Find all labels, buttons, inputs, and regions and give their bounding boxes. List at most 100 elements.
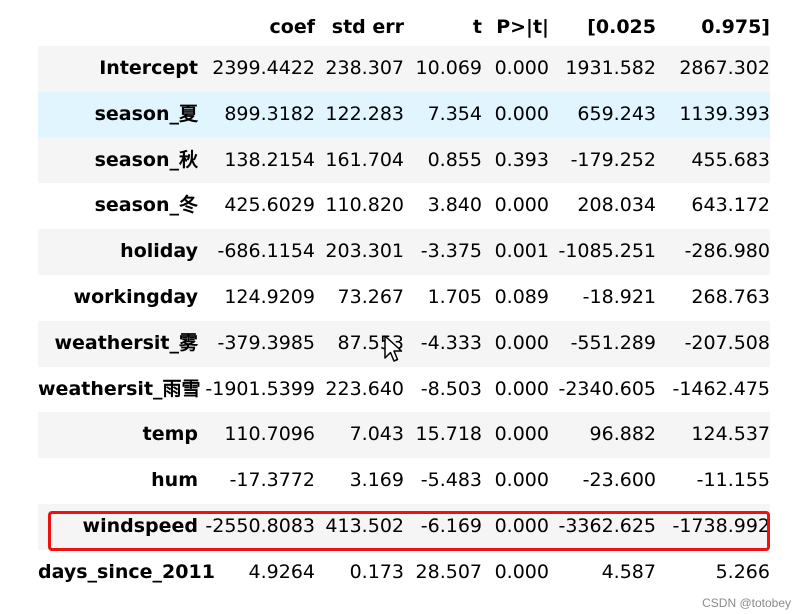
cell-coef: 138.2154 [224,148,315,171]
cell-p: 0.000 [494,560,549,583]
table-row: weathersit_雨雪 -1901.5399 223.640 -8.503 0.00… [38,366,770,413]
cell-t: 0.855 [427,148,482,171]
cell-std-err: 7.043 [349,423,404,446]
cell-p: 0.000 [494,194,549,217]
cell-p: 0.089 [494,285,549,308]
cell-std-err: 413.502 [325,514,404,537]
table-row: weathersit_雾 -379.3985 87.553 -4.333 0.000 -5… [38,320,770,367]
cell-coef: 2399.4422 [212,57,315,79]
row-label: weathersit_雨雪 [38,377,201,400]
cell-std-err: 203.301 [325,240,404,263]
cell-coef: 899.3182 [224,102,315,125]
header-cell-p-value: P>|t| [496,16,549,38]
row-label: season_夏 [94,102,198,125]
header-cell-t: t [472,16,482,38]
cell-p: 0.000 [494,102,549,125]
cell-ci-low: -23.600 [582,469,656,492]
cell-ci-low: -18.921 [582,285,656,308]
table-row: holiday -686.1154 203.301 -3.375 0.001 -1085.… [38,229,770,275]
row-label: season_冬 [94,194,198,217]
table-header: coef std err t P>|t| [0.025 0.975] [38,8,770,46]
cell-ci-high: 455.683 [691,148,770,171]
cell-ci-high: -11.155 [696,469,770,492]
cell-ci-high: 1139.393 [679,102,770,125]
cell-ci-low: 1931.582 [565,57,656,79]
cell-p: 0.000 [494,57,549,79]
cell-ci-high: -207.508 [684,331,770,354]
table-body: Intercept 2399.4422 238.307 10.069 0.000 1931… [38,46,770,596]
cell-p: 0.000 [494,377,549,400]
cell-ci-high: 268.763 [691,285,770,308]
cell-p: 0.000 [494,514,549,537]
cell-std-err: 73.267 [337,285,404,308]
cell-t: -4.333 [420,331,482,354]
cell-t: -3.375 [420,240,482,263]
cell-p: 0.001 [494,240,549,263]
cell-std-err: 238.307 [325,57,404,79]
row-label: windspeed [82,514,198,537]
cell-p: 0.393 [494,148,549,171]
cell-coef: -2550.8083 [205,514,315,537]
row-label: holiday [120,240,198,263]
cell-ci-high: -1462.475 [672,377,770,400]
cell-p: 0.000 [494,423,549,446]
cell-ci-high: 2867.302 [679,57,770,79]
cell-ci-low: -3362.625 [558,514,656,537]
cell-t: 7.354 [427,102,482,125]
cell-t: 28.507 [415,560,482,583]
cell-ci-low: -179.252 [570,148,656,171]
table-row: season_秋 138.2154 161.704 0.855 0.393 -179.25… [38,137,770,184]
cell-coef: 124.9209 [224,285,315,308]
cell-std-err: 122.283 [325,102,404,125]
row-label: days_since_2011 [38,560,215,583]
cell-ci-high: 124.537 [691,423,770,446]
cell-t: -6.169 [420,514,482,537]
cell-ci-high: 643.172 [691,194,770,217]
row-label: weathersit_雾 [54,331,198,354]
cell-ci-low: 96.882 [589,423,656,446]
cell-coef: 110.7096 [224,423,315,446]
cell-std-err: 223.640 [325,377,404,400]
cell-coef: 4.9264 [248,560,315,583]
cell-coef: -17.3772 [229,469,315,492]
table-row: Intercept 2399.4422 238.307 10.069 0.000 1931… [38,46,770,92]
header-cell-index [38,8,198,46]
arrow-pointer-icon [384,335,403,362]
cell-ci-high: -286.980 [684,240,770,263]
table-row: days_since_2011 4.9264 0.173 28.507 0.000 4.5… [38,549,770,596]
regression-summary-table: coef std err t P>|t| [0.025 0.975] Inter… [38,8,770,596]
header-cell-coef: coef [269,16,315,38]
cell-t: 10.069 [415,57,482,79]
table-row: temp 110.7096 7.043 15.718 0.000 96.882 124.53… [38,412,770,459]
cell-p: 0.000 [494,469,549,492]
cell-ci-low: 208.034 [577,194,656,217]
cell-ci-low: -2340.605 [558,377,656,400]
cell-ci-low: -1085.251 [558,240,656,263]
cell-std-err: 161.704 [325,148,404,171]
cell-ci-high: -1738.992 [672,514,770,537]
header-cell-ci-high: 0.975] [701,16,770,38]
header-cell-std-err: std err [331,16,404,38]
header-row: coef std err t P>|t| [0.025 0.975] [38,8,770,46]
cell-std-err: 0.173 [349,560,404,583]
table-row: season_夏 899.3182 122.283 7.354 0.000 659.243… [38,91,770,138]
table-row: windspeed -2550.8083 413.502 -6.169 0.000 -33… [38,503,770,550]
cell-coef: -1901.5399 [205,377,315,400]
cell-t: -8.503 [420,377,482,400]
watermark: CSDN @totobey [702,596,791,610]
cell-t: 3.840 [427,194,482,217]
header-cell-ci-low: [0.025 [587,16,656,38]
row-label: temp [142,423,198,446]
cell-coef: -379.3985 [217,331,315,354]
cell-t: -5.483 [420,469,482,492]
table-row: hum -17.3772 3.169 -5.483 0.000 -23.600 -11.15… [38,458,770,504]
cell-t: 15.718 [415,423,482,446]
cell-ci-low: 659.243 [577,102,656,125]
row-label: season_秋 [94,148,198,171]
cell-coef: 425.6029 [224,194,315,217]
cell-ci-high: 5.266 [715,560,770,583]
row-label: Intercept [99,57,198,79]
cell-coef: -686.1154 [217,240,315,263]
cell-std-err: 3.169 [349,469,404,492]
row-label: workingday [73,285,198,308]
